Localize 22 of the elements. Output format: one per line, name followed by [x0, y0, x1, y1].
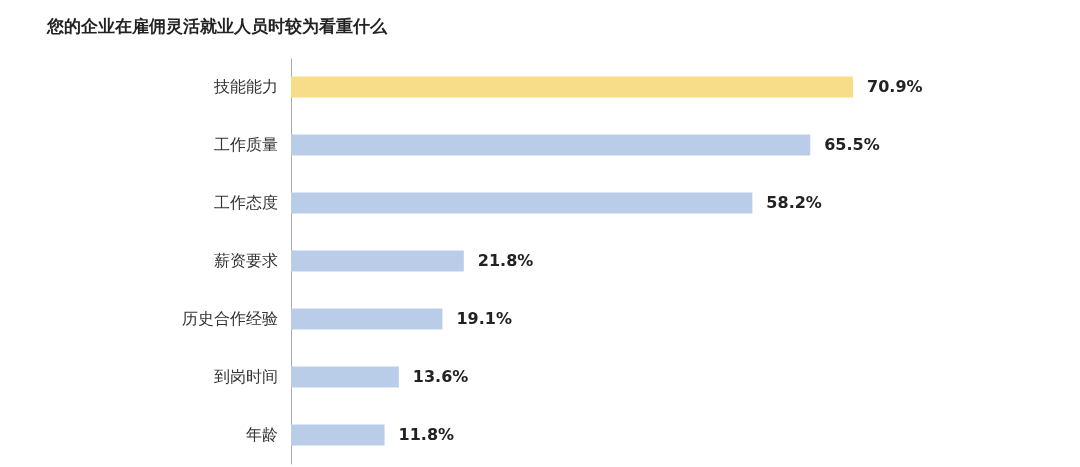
bar	[291, 424, 385, 446]
data-label: 11.8%	[398, 425, 455, 444]
y-tick-label: 薪资要求	[213, 251, 278, 270]
y-tick-label: 工作质量	[213, 135, 278, 154]
y-tick-label: 年龄	[245, 425, 278, 444]
data-label: 13.6%	[412, 367, 469, 386]
bar	[291, 366, 399, 388]
bar	[291, 192, 753, 214]
bar	[291, 76, 854, 98]
data-label: 19.1%	[456, 309, 512, 328]
y-tick-label: 到岗时间	[213, 367, 278, 386]
y-tick-label: 工作态度	[213, 193, 278, 212]
bar	[291, 308, 443, 330]
data-label: 70.9%	[867, 77, 923, 96]
data-label: 21.8%	[477, 251, 534, 270]
chart-title: 您的企业在雇佣灵活就业人员时较为看重什么	[46, 16, 388, 36]
data-label: 58.2%	[766, 193, 822, 212]
y-tick-label: 历史合作经验	[181, 309, 278, 328]
bar	[291, 250, 464, 272]
y-tick-label: 技能能力	[212, 77, 278, 96]
bar	[291, 134, 811, 156]
data-label: 65.5%	[824, 135, 880, 154]
